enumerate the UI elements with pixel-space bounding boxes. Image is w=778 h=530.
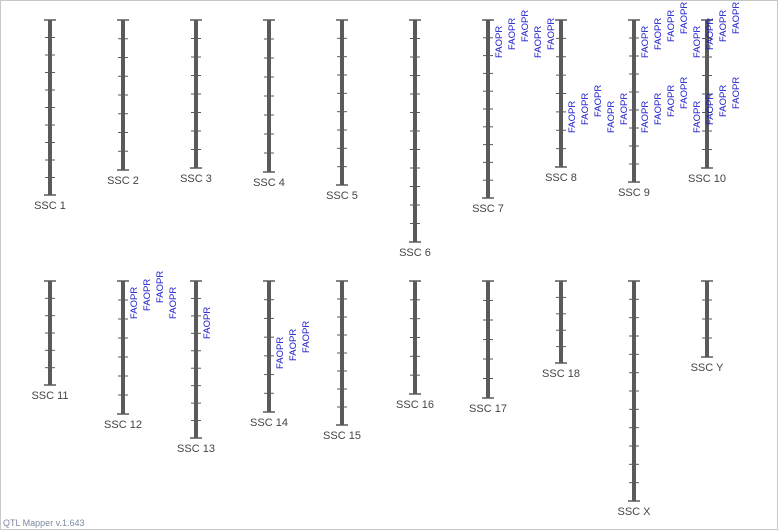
chromosome-ssc2[interactable]: SSC 2	[107, 19, 139, 187]
chromosome-label: SSC 6	[399, 247, 431, 259]
chromosome-label: SSC 14	[250, 417, 288, 429]
qtl-label[interactable]: FAOPR	[301, 321, 312, 353]
chromosome-ssc5[interactable]: SSC 5	[326, 19, 358, 202]
chromosome-label: SSC 8	[545, 172, 577, 184]
chromosome-ssc6[interactable]: SSC 6	[399, 19, 431, 259]
qtl-label[interactable]: FAOPR	[546, 18, 557, 50]
chromosome-bar[interactable]	[194, 281, 198, 438]
qtl-label[interactable]: FAOPR	[640, 26, 651, 58]
chromosome-ssc13[interactable]: SSC 13	[177, 280, 215, 455]
chromosome-label: SSC 10	[688, 173, 726, 185]
chromosome-ssc10[interactable]: SSC 10	[688, 19, 726, 185]
chromosome-label: SSC Y	[691, 362, 724, 374]
chromosome-ssc15[interactable]: SSC 15	[323, 280, 361, 442]
qtl-label[interactable]: FAOPR	[606, 101, 617, 133]
chromosome-ssc18[interactable]: SSC 18	[542, 280, 580, 380]
chromosome-ssc11[interactable]: SSC 11	[31, 280, 69, 402]
chromosome-ssc1[interactable]: SSC 1	[34, 19, 66, 212]
chromosome-label: SSC 1	[34, 200, 66, 212]
chromosome-label: SSC 9	[618, 187, 650, 199]
qtl-label[interactable]: FAOPR	[692, 26, 703, 58]
qtl-label[interactable]: FAOPR	[168, 287, 179, 319]
chromosome-ssc3[interactable]: SSC 3	[180, 19, 212, 185]
chromosome-bar[interactable]	[121, 281, 125, 414]
chromosome-sscx[interactable]: SSC X	[617, 280, 651, 518]
qtl-label[interactable]: FAOPR	[142, 279, 153, 311]
chromosome-label: SSC 5	[326, 190, 358, 202]
chromosome-sscy[interactable]: SSC Y	[691, 280, 724, 374]
qtl-label[interactable]: FAOPR	[692, 101, 703, 133]
chromosome-label: SSC 4	[253, 177, 285, 189]
qtl-label[interactable]: FAOPR	[520, 10, 531, 42]
qtl-label[interactable]: FAOPR	[718, 10, 729, 42]
chromosome-label: SSC 3	[180, 173, 212, 185]
chromosome-ssc9[interactable]: SSC 9	[618, 19, 650, 199]
qtl-label[interactable]: FAOPR	[718, 85, 729, 117]
chromosome-label: SSC 17	[469, 403, 507, 415]
qtl-label[interactable]: FAOPR	[653, 93, 664, 125]
chromosome-bar[interactable]	[559, 281, 563, 363]
chromosome-ssc8[interactable]: SSC 8	[545, 19, 577, 184]
chromosome-label: SSC 12	[104, 419, 142, 431]
qtl-label[interactable]: FAOPR	[507, 18, 518, 50]
qtl-label[interactable]: FAOPR	[567, 101, 578, 133]
chromosome-bar[interactable]	[632, 20, 636, 182]
chromosome-label: SSC 16	[396, 399, 434, 411]
chromosome-label: SSC X	[617, 506, 651, 518]
qtl-label[interactable]: FAOPR	[653, 18, 664, 50]
chromosome-ssc12[interactable]: SSC 12	[104, 280, 142, 431]
chromosome-label: SSC 18	[542, 368, 580, 380]
qtl-label[interactable]: FAOPR	[593, 85, 604, 117]
chromosome-ssc16[interactable]: SSC 16	[396, 280, 434, 411]
chromosome-ssc4[interactable]: SSC 4	[253, 19, 285, 189]
chromosome-label: SSC 11	[31, 390, 68, 402]
qtl-label[interactable]: FAOPR	[202, 307, 213, 339]
qtl-label[interactable]: FAOPR	[288, 329, 299, 361]
qtl-label[interactable]: FAOPR	[619, 93, 630, 125]
chromosome-label: SSC 2	[107, 175, 139, 187]
chromosome-bar[interactable]	[340, 20, 344, 185]
qtl-label[interactable]: FAOPR	[129, 287, 140, 319]
qtl-label[interactable]: FAOPR	[580, 93, 591, 125]
qtl-label[interactable]: FAOPR	[705, 93, 716, 125]
qtl-label[interactable]: FAOPR	[155, 271, 166, 303]
qtl-label[interactable]: FAOPR	[679, 2, 690, 34]
chromosome-bar[interactable]	[267, 281, 271, 412]
chromosome-label: SSC 7	[472, 203, 504, 215]
qtl-label[interactable]: FAOPR	[494, 26, 505, 58]
qtl-label[interactable]: FAOPR	[731, 77, 742, 109]
qtl-label[interactable]: FAOPR	[666, 85, 677, 117]
qtl-label[interactable]: FAOPR	[640, 101, 651, 133]
qtl-label[interactable]: FAOPR	[533, 26, 544, 58]
qtl-label[interactable]: FAOPR	[679, 77, 690, 109]
qtl-label[interactable]: FAOPR	[275, 337, 286, 369]
chromosome-ssc14[interactable]: SSC 14	[250, 280, 288, 429]
chromosome-label: SSC 13	[177, 443, 215, 455]
version-label: QTL Mapper v.1.643	[3, 518, 85, 528]
chromosome-label: SSC 15	[323, 430, 361, 442]
chromosome-ssc7[interactable]: SSC 7	[472, 19, 504, 215]
chromosome-ssc17[interactable]: SSC 17	[469, 280, 507, 415]
qtl-label[interactable]: FAOPR	[705, 18, 716, 50]
qtl-label[interactable]: FAOPR	[666, 10, 677, 42]
qtl-label[interactable]: FAOPR	[731, 2, 742, 34]
